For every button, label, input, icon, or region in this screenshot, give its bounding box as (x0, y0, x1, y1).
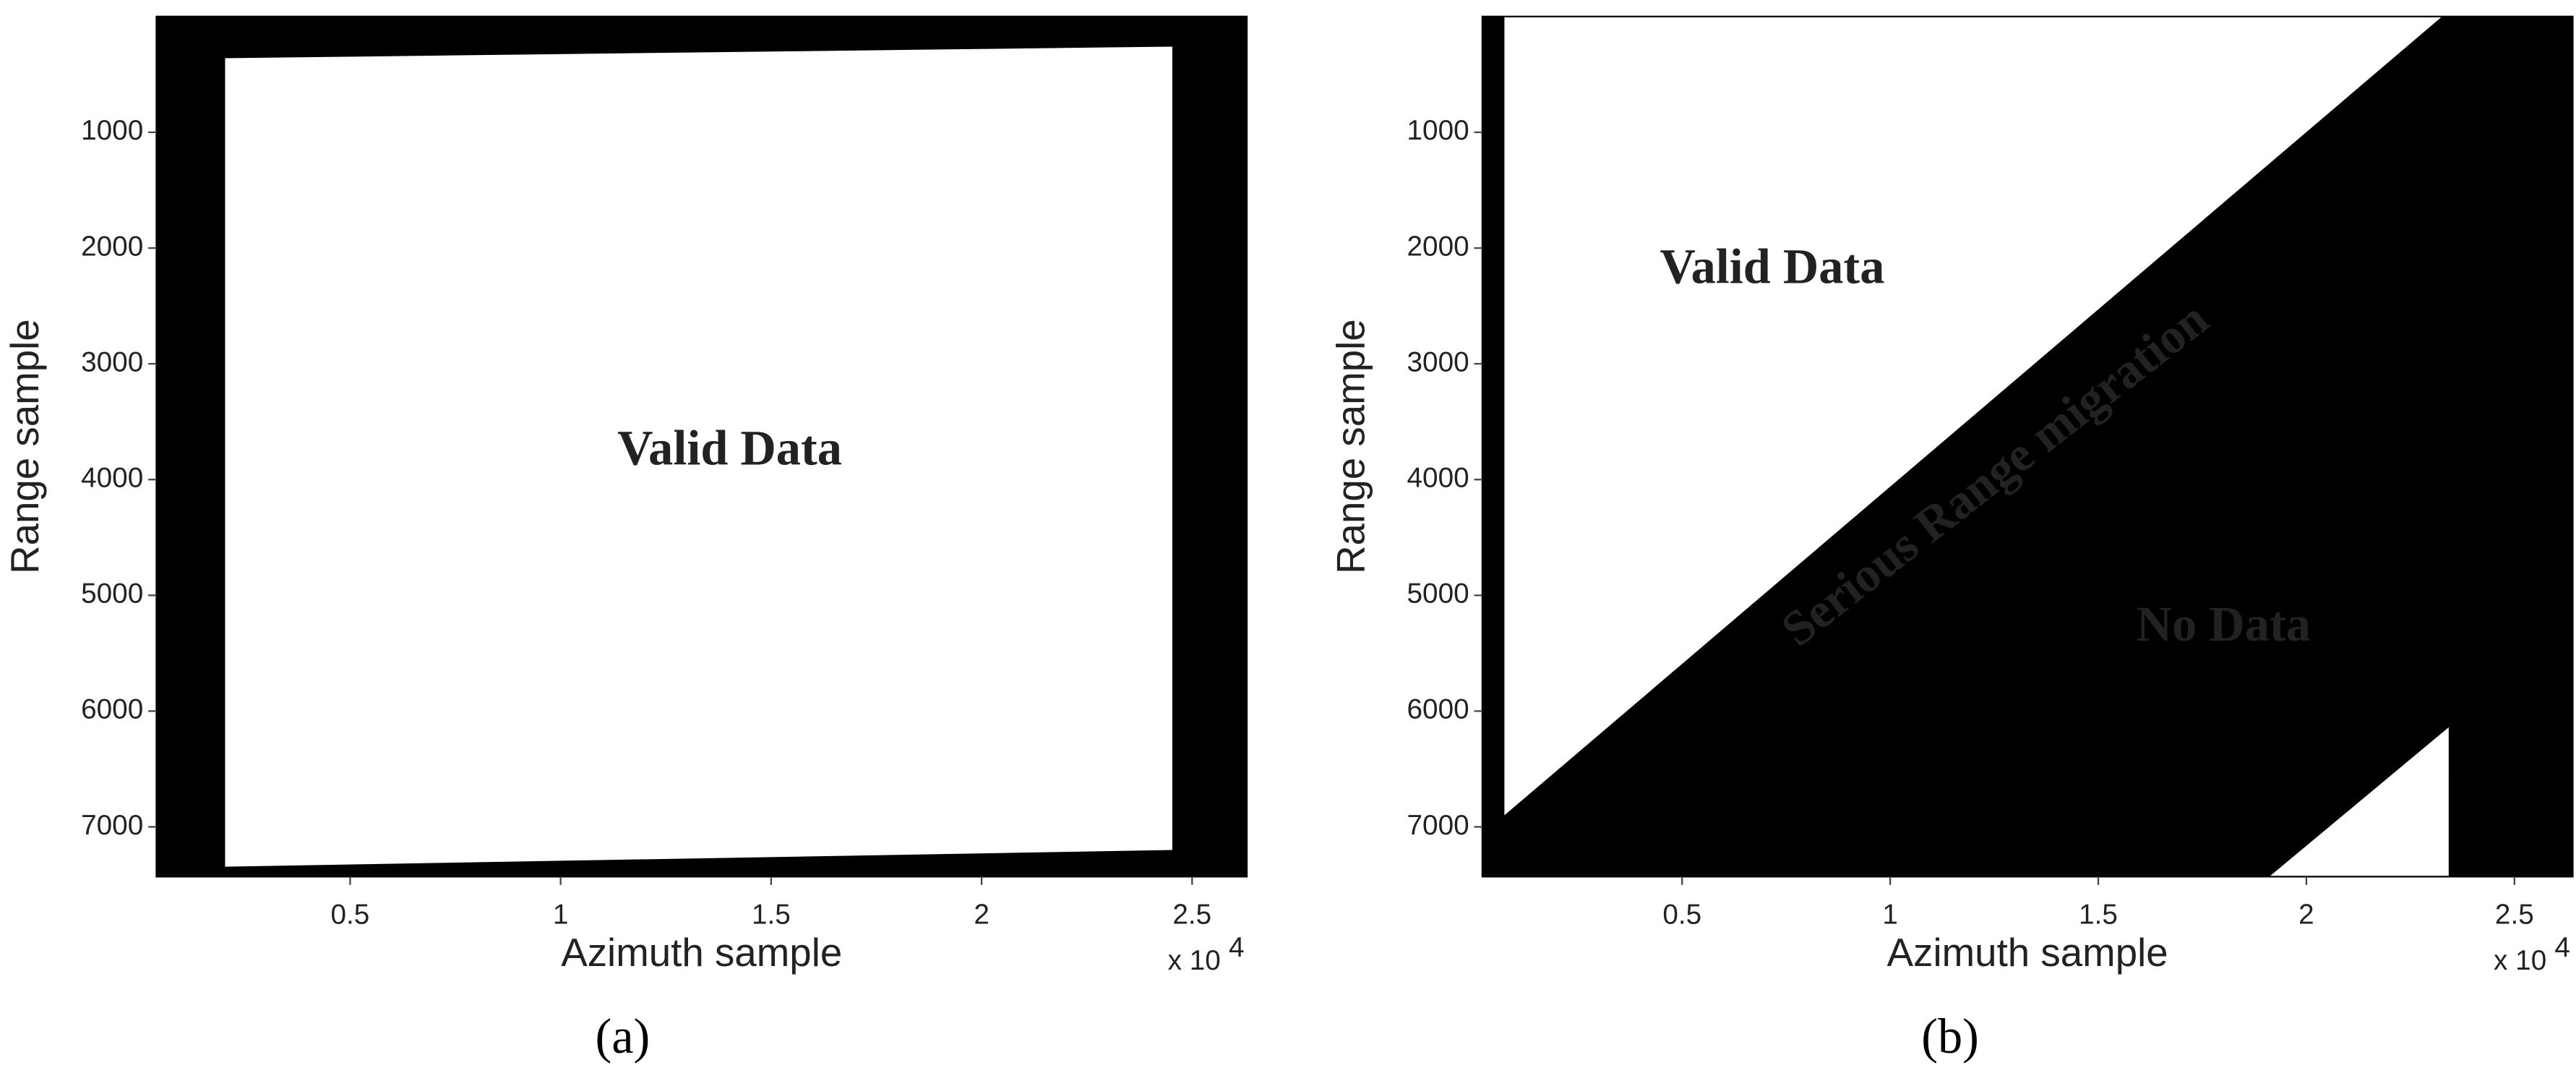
valid-region (2269, 727, 2449, 877)
annotation: No Data (2137, 597, 2311, 651)
y-axis-label: Range sample (2, 319, 47, 574)
x-tick-label: 1 (1882, 899, 1898, 930)
y-tick-label: 6000 (81, 694, 143, 725)
x-multiplier-exponent: 4 (2554, 932, 2570, 963)
panel-caption: (a) (595, 1009, 650, 1064)
y-tick-label: 6000 (1407, 694, 1469, 725)
x-tick-label: 2 (2298, 899, 2314, 930)
y-tick-label: 4000 (1407, 462, 1469, 493)
x-multiplier: x 10 (2494, 945, 2546, 976)
annotation: Valid Data (1660, 239, 1885, 294)
x-multiplier: x 10 (1168, 945, 1221, 976)
valid-region (1504, 16, 2442, 816)
y-tick-label: 2000 (1407, 231, 1469, 262)
annotation: Valid Data (617, 420, 842, 475)
axes-frame (1481, 15, 2574, 878)
x-tick-label: 1.5 (752, 899, 791, 930)
y-tick-label: 5000 (81, 578, 143, 610)
y-tick-label: 2000 (81, 231, 143, 262)
y-axis-label: Range sample (1328, 319, 1373, 574)
x-tick-label: 2.5 (1172, 899, 1211, 930)
y-tick-label: 3000 (1407, 346, 1469, 377)
y-tick-label: 3000 (81, 346, 143, 377)
y-tick-label: 1000 (1407, 115, 1469, 146)
x-tick-label: 0.5 (330, 899, 369, 930)
y-tick-label: 7000 (81, 810, 143, 841)
x-multiplier-exponent: 4 (1229, 932, 1245, 963)
panel-caption: (b) (1921, 1009, 1979, 1064)
y-tick-label: 7000 (1407, 810, 1469, 841)
y-tick-label: 5000 (1407, 578, 1469, 610)
x-tick-label: 2 (974, 899, 989, 930)
x-axis-label: Azimuth sample (561, 930, 842, 975)
x-tick-label: 2.5 (2495, 899, 2534, 930)
x-tick-label: 1 (553, 899, 569, 930)
x-axis-label: Azimuth sample (1887, 930, 2168, 975)
valid-region (225, 46, 1172, 867)
y-tick-label: 1000 (81, 115, 143, 146)
x-tick-label: 0.5 (1662, 899, 1701, 930)
y-tick-label: 4000 (81, 462, 143, 493)
x-tick-label: 1.5 (2079, 899, 2118, 930)
axes-frame (155, 15, 1248, 878)
